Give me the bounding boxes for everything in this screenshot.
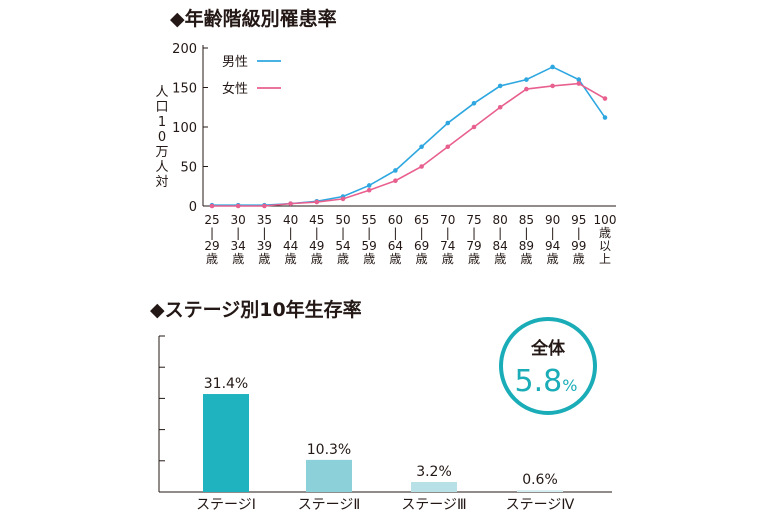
x-tick-label: 30 | 34 歳 xyxy=(231,213,246,266)
bar-3 xyxy=(411,482,457,492)
line-chart-title: ◆年齢階級別罹患率 xyxy=(170,8,337,30)
bar-value-label: 3.2% xyxy=(416,464,452,480)
x-tick-label: 95 | 99 歳 xyxy=(571,213,586,266)
x-tick-label: 60 | 64 歳 xyxy=(388,213,403,266)
bar-category-label: ステージⅢ xyxy=(401,497,466,513)
data-point xyxy=(576,77,582,82)
data-point xyxy=(340,196,346,202)
data-point xyxy=(366,187,372,193)
x-tick-label: 40 | 44 歳 xyxy=(283,213,298,266)
bar-value-label: 10.3% xyxy=(307,442,351,458)
y-axis-label-char: 人 xyxy=(155,160,168,175)
data-point xyxy=(602,96,608,101)
x-tick-label: 75 | 79 歳 xyxy=(466,213,481,266)
y-axis-label-char: 万 xyxy=(155,145,168,160)
bar-category-label: ステージⅠ xyxy=(196,497,256,513)
data-point xyxy=(497,104,503,110)
x-tick-label: 85 | 89 歳 xyxy=(519,213,534,266)
data-point xyxy=(288,201,293,206)
bar-1 xyxy=(203,394,249,492)
y-axis-label-char: 対 xyxy=(155,175,168,190)
total-badge-label: 全体 xyxy=(530,338,566,359)
legend-label: 女性 xyxy=(222,81,248,97)
y-tick-label: 200 xyxy=(172,42,197,57)
data-point xyxy=(445,144,451,150)
x-tick-label: 35 | 39 歳 xyxy=(257,213,272,266)
x-tick-label: 65 | 69 歳 xyxy=(414,213,429,266)
x-tick-label: 70 | 74 歳 xyxy=(440,213,455,266)
bar-category-label: ステージⅣ xyxy=(506,497,575,513)
bar-category-label: ステージⅡ xyxy=(298,497,361,513)
data-point xyxy=(550,83,555,89)
bar-chart-title: ◆ステージ別10年生存率 xyxy=(150,299,362,321)
bar-value-label: 0.6% xyxy=(522,472,558,488)
y-tick-label: 50 xyxy=(180,161,197,176)
total-badge-circle xyxy=(499,317,597,415)
data-point xyxy=(314,199,320,205)
data-point xyxy=(262,203,267,209)
y-tick-label: 0 xyxy=(189,200,197,215)
x-tick-label: 50 | 54 歳 xyxy=(335,213,350,266)
y-axis-label-char: 口 xyxy=(155,100,168,115)
bar-value-label: 31.4% xyxy=(204,376,248,392)
data-point xyxy=(524,77,529,82)
data-point xyxy=(576,81,582,86)
survival-bar-chart: 31.4% ステージⅠ 10.3% ステージⅡ 3.2% ステージⅢ 0.6% ステージⅣ 全体… xyxy=(158,317,612,513)
data-point xyxy=(235,203,241,209)
data-point xyxy=(393,178,398,184)
data-point xyxy=(471,101,477,106)
x-tick-label: 90 | 94 歳 xyxy=(545,213,560,266)
y-axis-label-char: 人 xyxy=(155,85,168,100)
data-point xyxy=(497,83,503,89)
x-tick-label: 100 歳以上 xyxy=(594,213,617,266)
data-point xyxy=(419,144,424,150)
x-tick-label: 55 | 59 歳 xyxy=(362,213,377,266)
bar-2 xyxy=(306,459,352,492)
data-point xyxy=(602,115,608,120)
data-point xyxy=(445,120,451,126)
total-badge-value: 5.8% xyxy=(515,364,578,399)
y-tick-label: 100 xyxy=(172,121,197,136)
x-tick-label: 80 | 84 歳 xyxy=(493,213,508,266)
x-tick-label: 25 | 29 歳 xyxy=(204,213,219,266)
bar-4 xyxy=(517,490,563,492)
series-line-female xyxy=(212,82,606,207)
data-point xyxy=(524,86,529,92)
y-axis-label-char: 0 xyxy=(158,130,166,145)
data-point xyxy=(419,164,424,169)
y-axis-label-char: 1 xyxy=(158,115,166,130)
x-tick-label: 45 | 49 歳 xyxy=(309,213,324,266)
data-point xyxy=(209,203,215,209)
y-tick-label: 150 xyxy=(172,82,197,97)
legend-label: 男性 xyxy=(222,55,248,70)
data-point xyxy=(393,168,398,173)
data-point xyxy=(366,183,372,188)
data-point xyxy=(471,124,477,130)
data-point xyxy=(550,64,555,70)
